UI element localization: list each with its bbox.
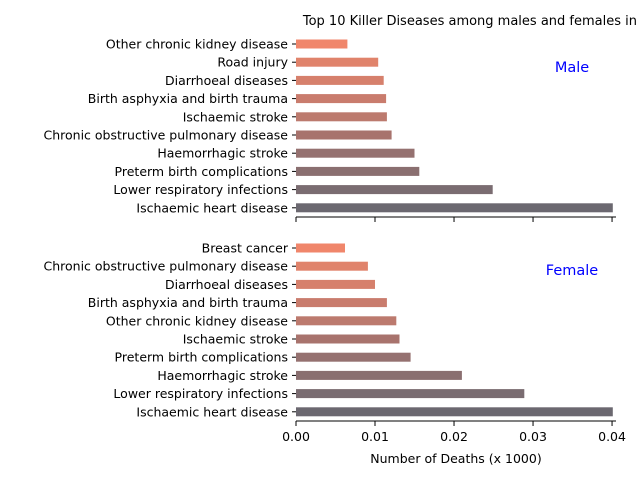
category-label: Ischaemic stroke [183, 332, 289, 347]
bar [296, 148, 415, 158]
category-label: Road injury [217, 55, 288, 70]
category-label: Breast cancer [202, 241, 289, 256]
x-tick-label: 0.02 [440, 429, 468, 444]
panel-female: Female Breast cancer Chronic obstructive p… [44, 241, 616, 426]
bar [296, 298, 387, 308]
x-axis-label: Number of Deaths (x 1000) [370, 451, 541, 466]
category-label: Diarrhoeal diseases [165, 73, 288, 88]
panel-male: Male Other chronic kidney disease Road inj… [44, 37, 616, 222]
category-label: Birth asphyxia and birth trauma [88, 295, 288, 310]
chart-title: Top 10 Killer Diseases among males and f… [302, 14, 637, 29]
bar [296, 279, 375, 289]
category-label: Chronic obstructive pulmonary disease [44, 259, 289, 274]
x-axis: 0.00 0.01 0.02 0.03 0.04 [282, 429, 626, 444]
category-label: Ischaemic stroke [183, 109, 289, 124]
category-label: Lower respiratory infections [113, 386, 288, 401]
category-label: Preterm birth complications [115, 164, 288, 179]
category-label: Diarrhoeal diseases [165, 277, 288, 292]
bar [296, 203, 613, 213]
bar [296, 407, 613, 417]
category-label: Haemorrhagic stroke [157, 368, 288, 383]
bar [296, 112, 387, 122]
bar [296, 334, 400, 344]
bar [296, 130, 392, 140]
bar [296, 370, 462, 380]
panel-label: Male [555, 60, 589, 76]
bar [296, 57, 379, 67]
bar [296, 389, 525, 399]
bar [296, 39, 348, 49]
bar [296, 352, 411, 362]
category-label: Preterm birth complications [115, 350, 288, 365]
category-label: Lower respiratory infections [113, 182, 288, 197]
category-label: Birth asphyxia and birth trauma [88, 91, 288, 106]
chart-panels: Male Other chronic kidney disease Road inj… [44, 37, 616, 426]
bar [296, 75, 384, 85]
bar [296, 166, 420, 176]
x-tick-label: 0.00 [282, 429, 310, 444]
panel-label: Female [546, 263, 599, 279]
category-label: Other chronic kidney disease [106, 313, 288, 328]
x-tick-label: 0.04 [598, 429, 626, 444]
bar [296, 94, 387, 104]
category-label: Ischaemic heart disease [136, 404, 288, 419]
bar [296, 243, 345, 253]
category-label: Ischaemic heart disease [136, 200, 288, 215]
x-tick-label: 0.01 [361, 429, 389, 444]
bar [296, 261, 368, 271]
category-label: Haemorrhagic stroke [157, 146, 288, 161]
category-label: Other chronic kidney disease [106, 37, 288, 52]
category-label: Chronic obstructive pulmonary disease [44, 128, 289, 143]
x-tick-label: 0.03 [519, 429, 547, 444]
bar [296, 316, 397, 326]
bar [296, 185, 493, 195]
